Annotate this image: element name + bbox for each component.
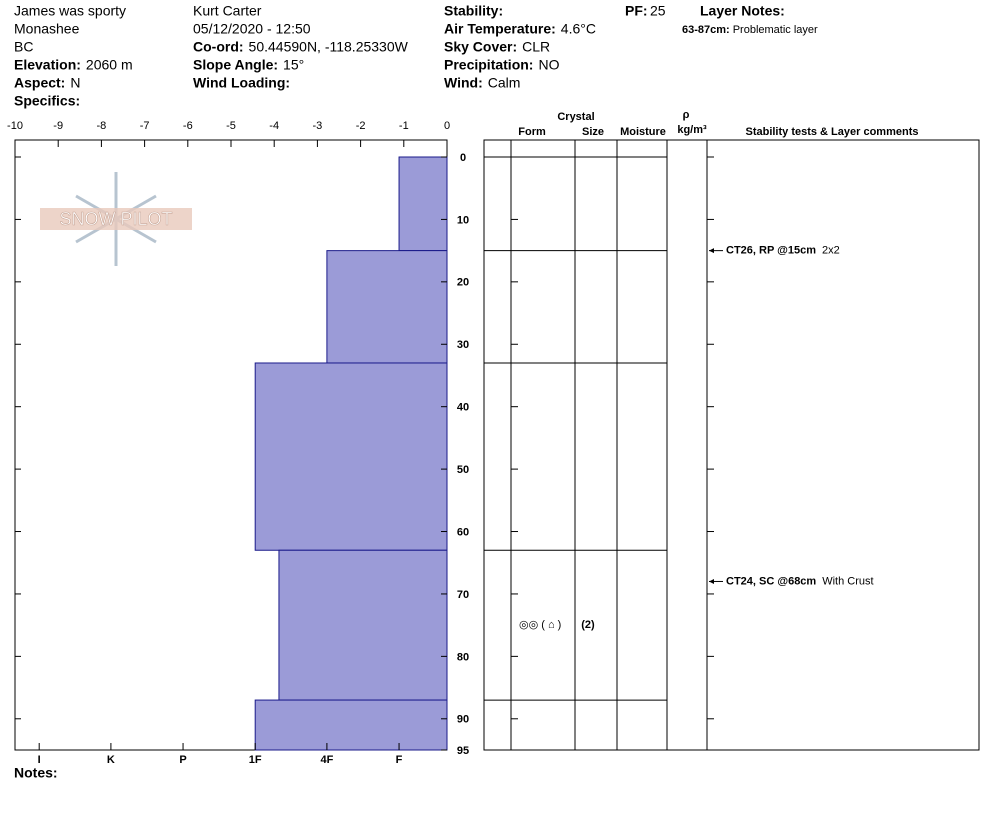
field-label: 05/12/2020 - 12:50 (193, 21, 311, 37)
field-label: Precipitation: (444, 57, 533, 73)
x-tick-label: -7 (140, 120, 150, 132)
hardness-label: K (107, 754, 115, 766)
pf-label: PF: (625, 3, 648, 19)
y-tick-label: 50 (457, 464, 469, 476)
hardness-bar (254, 362, 448, 551)
field-value: N (70, 75, 80, 91)
x-tick-label: -1 (399, 120, 409, 132)
y-tick-label: 70 (457, 589, 469, 601)
x-tick-label: -6 (183, 120, 193, 132)
header-line: James was sporty (14, 3, 126, 19)
field-value: CLR (522, 39, 550, 55)
hardness-bar (254, 699, 448, 751)
logo-text: SNOW PILOT (59, 209, 172, 229)
notes-label: Notes: (14, 765, 58, 781)
field-label: Sky Cover: (444, 39, 517, 55)
hardness-label: P (179, 754, 186, 766)
test-label: CT26, RP @15cm (726, 245, 816, 257)
y-tick-label: 20 (457, 277, 469, 289)
field-label: Aspect: (14, 75, 65, 91)
hardness-label: F (396, 754, 403, 766)
y-tick-label: 95 (457, 745, 469, 757)
layer-note-range: 63-87cm: (682, 24, 730, 36)
crystal-header: Crystal (557, 111, 594, 123)
field-value: 4.6°C (561, 21, 596, 37)
field-label: Elevation: (14, 57, 81, 73)
field-label: Air Temperature: (444, 21, 556, 37)
y-tick-label: 0 (460, 152, 466, 164)
header-line: Monashee (14, 21, 80, 37)
hardness-label: 1F (249, 754, 262, 766)
y-tick-label: 30 (457, 339, 469, 351)
header-line: Kurt Carter (193, 3, 262, 19)
y-tick-label: 80 (457, 651, 469, 663)
arrow-head (709, 248, 714, 254)
test-label: CT24, SC @68cm (726, 575, 816, 587)
form-header: Form (518, 126, 546, 138)
arrow-head (709, 578, 714, 584)
rho-header: ρ (683, 109, 690, 121)
x-tick-label: -2 (356, 120, 366, 132)
crystal-form: ◎◎ ( ⌂ ) (519, 619, 561, 631)
hardness-label: I (38, 754, 41, 766)
field-value: 50.44590N, -118.25330W (249, 39, 409, 55)
x-tick-label: 0 (444, 120, 450, 132)
density-header: kg/m³ (677, 124, 707, 136)
field-value: Calm (488, 75, 521, 91)
crystal-size: (2) (581, 619, 595, 631)
x-tick-label: -8 (97, 120, 107, 132)
x-tick-label: -3 (313, 120, 323, 132)
table-frame (483, 139, 980, 751)
y-tick-label: 10 (457, 214, 469, 226)
pf-value: 25 (650, 3, 666, 19)
size-header: Size (582, 126, 604, 138)
moisture-header: Moisture (620, 126, 666, 138)
hardness-bar (278, 549, 448, 701)
field-value: NO (538, 57, 559, 73)
hardness-label: 4F (320, 754, 333, 766)
field-label: Slope Angle: (193, 57, 278, 73)
x-tick-label: -9 (53, 120, 63, 132)
field-label: Wind: (444, 75, 483, 91)
field-label: Wind Loading: (193, 75, 290, 91)
layer-note-text: Problematic layer (733, 24, 818, 36)
x-tick-label: -10 (7, 120, 23, 132)
y-tick-label: 60 (457, 526, 469, 538)
table-columns (510, 140, 708, 750)
field-value: 15° (283, 57, 304, 73)
field-value: 2060 m (86, 57, 133, 73)
test-comment: 2x2 (822, 245, 840, 257)
logo-band (40, 208, 192, 230)
y-tick-label: 40 (457, 402, 469, 414)
comments-header: Stability tests & Layer comments (745, 126, 918, 138)
field-label: Stability: (444, 3, 503, 19)
field-label: Co-ord: (193, 39, 244, 55)
x-tick-label: -4 (269, 120, 279, 132)
layer-notes-title: Layer Notes: (700, 3, 785, 19)
y-tick-label: 90 (457, 714, 469, 726)
header-line: BC (14, 39, 33, 55)
field-label: Specifics: (14, 93, 80, 109)
x-tick-label: -5 (226, 120, 236, 132)
hardness-bar (326, 250, 448, 364)
test-comment: With Crust (822, 575, 873, 587)
hardness-bar (398, 156, 448, 252)
